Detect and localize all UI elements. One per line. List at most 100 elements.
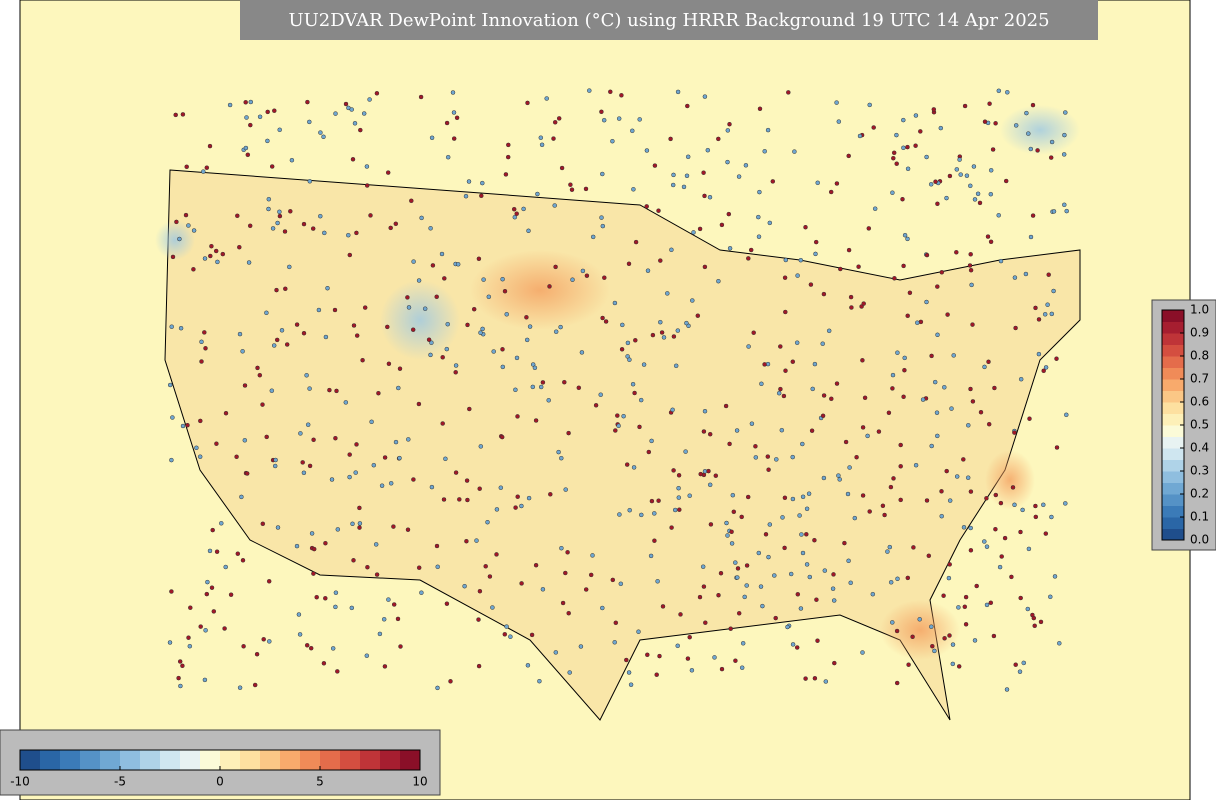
station-dot bbox=[1033, 514, 1039, 520]
station-dot bbox=[537, 678, 542, 684]
colorbar-segment bbox=[1162, 333, 1184, 345]
station-dot bbox=[712, 655, 717, 660]
station-dot bbox=[220, 251, 226, 257]
station-dot bbox=[440, 355, 445, 360]
station-dot bbox=[465, 497, 470, 503]
tick-label: 0.8 bbox=[1190, 349, 1209, 363]
station-dot bbox=[183, 212, 189, 218]
station-dot bbox=[800, 494, 806, 500]
station-dot bbox=[365, 564, 370, 570]
station-dot bbox=[525, 100, 530, 106]
colorbar-segment bbox=[1162, 379, 1184, 391]
station-dot bbox=[266, 196, 272, 202]
station-dot bbox=[669, 525, 674, 530]
station-dot bbox=[703, 620, 708, 625]
station-dot bbox=[330, 646, 336, 651]
station-dot bbox=[633, 239, 639, 245]
station-dot bbox=[386, 361, 392, 367]
station-dot bbox=[169, 457, 174, 463]
station-dot bbox=[762, 362, 767, 367]
station-dot bbox=[659, 330, 665, 335]
station-dot bbox=[364, 164, 370, 169]
station-dot bbox=[656, 498, 661, 503]
station-dot bbox=[515, 494, 520, 499]
station-dot bbox=[439, 251, 445, 257]
colorbar-segment bbox=[1162, 425, 1184, 437]
station-dot bbox=[803, 224, 808, 230]
station-dot bbox=[691, 230, 696, 235]
colorbar-segment bbox=[1162, 436, 1184, 449]
station-dot bbox=[813, 251, 818, 257]
station-dot bbox=[1003, 178, 1009, 184]
station-dot bbox=[576, 385, 582, 391]
station-dot bbox=[333, 590, 339, 595]
station-dot bbox=[988, 239, 994, 245]
station-dot bbox=[616, 116, 622, 121]
station-dot bbox=[364, 183, 370, 188]
station-dot bbox=[655, 579, 660, 584]
station-dot bbox=[1062, 202, 1067, 208]
station-dot bbox=[619, 347, 625, 352]
station-dot bbox=[294, 322, 300, 327]
station-dot bbox=[652, 538, 657, 543]
station-dot bbox=[759, 381, 764, 387]
station-dot bbox=[766, 554, 771, 560]
colorbar-segment bbox=[340, 750, 361, 770]
colorbar-segment bbox=[40, 750, 61, 770]
station-dot bbox=[740, 641, 746, 646]
station-dot bbox=[311, 571, 316, 576]
station-dot bbox=[756, 214, 761, 220]
station-dot bbox=[1018, 529, 1023, 535]
station-dot bbox=[368, 213, 373, 218]
station-dot bbox=[301, 330, 307, 336]
station-dot bbox=[913, 113, 919, 118]
station-dot bbox=[1036, 351, 1042, 357]
station-dot bbox=[494, 507, 500, 512]
station-dot bbox=[282, 229, 288, 234]
station-dot bbox=[305, 422, 311, 427]
station-dot bbox=[1063, 501, 1068, 506]
station-dot bbox=[587, 88, 592, 93]
station-dot bbox=[1017, 669, 1023, 674]
station-dot bbox=[901, 117, 906, 123]
station-dot bbox=[929, 624, 934, 629]
station-dot bbox=[685, 154, 691, 160]
station-dot bbox=[207, 143, 213, 149]
station-dot bbox=[1026, 546, 1032, 552]
station-dot bbox=[500, 347, 505, 352]
station-dot bbox=[289, 157, 295, 163]
station-dot bbox=[719, 666, 725, 672]
station-dot bbox=[241, 644, 246, 649]
station-dot bbox=[185, 422, 190, 428]
station-dot bbox=[435, 685, 440, 691]
station-dot bbox=[744, 563, 750, 568]
station-dot bbox=[512, 214, 518, 220]
station-dot bbox=[1028, 234, 1034, 240]
station-dot bbox=[257, 114, 263, 120]
station-dot bbox=[1033, 305, 1038, 311]
station-dot bbox=[924, 299, 929, 305]
station-dot bbox=[504, 312, 509, 317]
station-dot bbox=[481, 277, 486, 282]
station-dot bbox=[464, 538, 469, 544]
station-dot bbox=[284, 342, 290, 347]
station-dot bbox=[486, 294, 492, 300]
tick-label: 0.1 bbox=[1190, 510, 1209, 524]
station-dot bbox=[760, 603, 765, 609]
station-dot bbox=[480, 180, 485, 186]
station-dot bbox=[815, 638, 820, 643]
station-dot bbox=[1024, 110, 1029, 116]
station-dot bbox=[466, 179, 472, 184]
station-dot bbox=[502, 632, 508, 637]
station-dot bbox=[357, 525, 362, 530]
station-dot bbox=[254, 651, 260, 657]
station-dot bbox=[637, 117, 642, 122]
station-dot bbox=[625, 340, 631, 346]
station-dot bbox=[826, 328, 832, 334]
station-dot bbox=[822, 568, 828, 573]
station-dot bbox=[453, 470, 459, 475]
station-dot bbox=[610, 138, 615, 144]
station-dot bbox=[631, 465, 637, 470]
station-dot bbox=[860, 493, 866, 498]
station-dot bbox=[301, 221, 307, 227]
